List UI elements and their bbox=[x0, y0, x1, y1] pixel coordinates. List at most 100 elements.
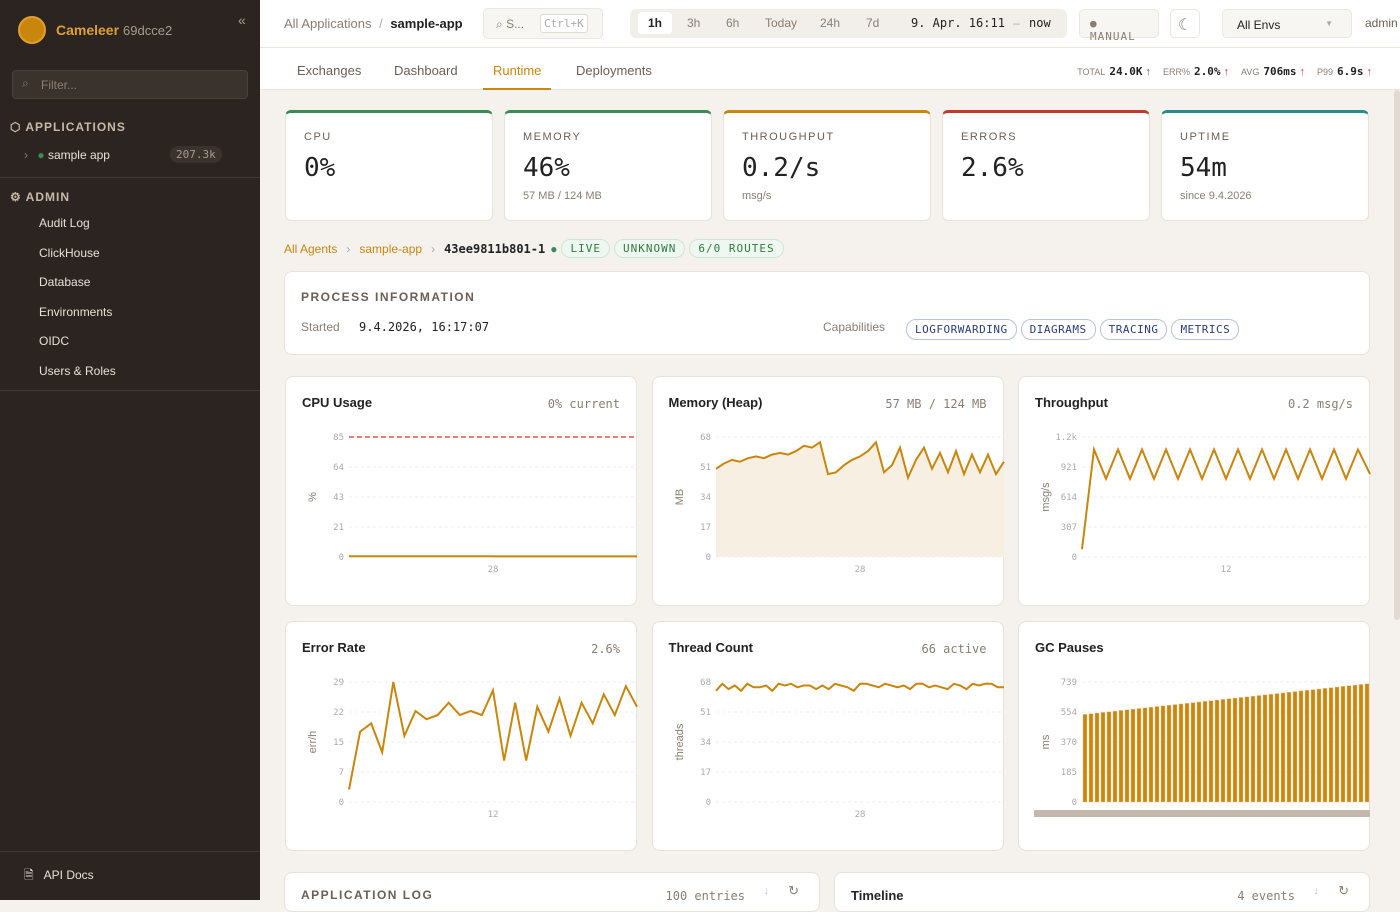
scroll-down-icon[interactable]: ↓ bbox=[1314, 885, 1320, 897]
arrow-up-icon: ↑ bbox=[1299, 66, 1305, 78]
gc-bar bbox=[1263, 695, 1267, 802]
arrow-up-icon: ↑ bbox=[1224, 66, 1230, 78]
gc-bar bbox=[1251, 696, 1255, 802]
filter-input[interactable]: Filter... bbox=[12, 70, 248, 99]
refresh-icon[interactable]: ↻ bbox=[1338, 883, 1349, 899]
gc-bar bbox=[1185, 703, 1189, 802]
admin-section[interactable]: ⚙ ADMIN bbox=[10, 190, 70, 204]
chart-summary: 57 MB / 124 MB bbox=[885, 397, 986, 411]
breadcrumb-all-applications[interactable]: All Applications bbox=[284, 16, 371, 31]
chart-summary: 0% current bbox=[548, 397, 620, 411]
capability-diagrams: DIAGRAMS bbox=[1021, 319, 1096, 340]
y-tick-label: 43 bbox=[333, 493, 344, 503]
environment-select[interactable]: All Envs ▼ bbox=[1222, 9, 1352, 38]
applications-section[interactable]: ⬡ APPLICATIONS bbox=[10, 120, 126, 134]
gc-bar bbox=[1323, 688, 1327, 802]
gc-bar bbox=[1095, 713, 1099, 802]
env-value: All Envs bbox=[1237, 18, 1280, 32]
scrollbar[interactable] bbox=[1394, 90, 1400, 620]
breadcrumb-app[interactable]: sample-app bbox=[359, 242, 422, 256]
gc-bar bbox=[1317, 689, 1321, 802]
scroll-down-icon[interactable]: ↓ bbox=[764, 885, 770, 897]
y-tick-label: 7 bbox=[339, 768, 344, 778]
sidebar-item-oidc[interactable]: OIDC bbox=[39, 334, 69, 348]
search-button[interactable]: ⌕ S... Ctrl+K bbox=[483, 8, 603, 39]
gc-bar bbox=[1239, 697, 1243, 802]
divider bbox=[0, 851, 260, 852]
admin-label: ADMIN bbox=[26, 190, 70, 204]
gc-bar bbox=[1155, 707, 1159, 802]
time-range-6h[interactable]: 6h bbox=[716, 12, 749, 34]
time-range-7d[interactable]: 7d bbox=[856, 12, 889, 34]
range-end[interactable]: now bbox=[1029, 16, 1051, 30]
gc-bar bbox=[1347, 686, 1351, 802]
y-tick-label: 22 bbox=[333, 708, 344, 718]
stat-value: 706ms bbox=[1263, 65, 1296, 78]
gc-bar bbox=[1245, 697, 1249, 802]
sidebar-item-database[interactable]: Database bbox=[39, 275, 90, 289]
breadcrumb: All Applications / sample-app bbox=[284, 16, 463, 31]
breadcrumb-all-agents[interactable]: All Agents bbox=[284, 242, 337, 256]
started-label: Started bbox=[301, 320, 340, 334]
app-name: sample app bbox=[48, 148, 110, 162]
y-tick-label: 0 bbox=[705, 553, 710, 563]
x-tick-label: 28 bbox=[854, 565, 865, 575]
gc-bar bbox=[1107, 712, 1111, 802]
tab-exchanges[interactable]: Exchanges bbox=[297, 63, 361, 78]
gc-bar bbox=[1299, 691, 1303, 802]
search-placeholder: S... bbox=[506, 17, 524, 31]
tab-runtime[interactable]: Runtime bbox=[493, 63, 541, 78]
time-range-3h[interactable]: 3h bbox=[677, 12, 710, 34]
manual-refresh-toggle[interactable]: ● MANUAL bbox=[1079, 9, 1159, 38]
collapse-sidebar-icon[interactable]: « bbox=[238, 12, 246, 28]
user-menu[interactable]: admin bbox=[1365, 16, 1398, 30]
gc-bar bbox=[1137, 708, 1141, 802]
kpi-label: UPTIME bbox=[1180, 131, 1231, 143]
api-docs-link[interactable]: 🗎API Docs bbox=[24, 866, 94, 887]
manual-label: MANUAL bbox=[1090, 30, 1136, 43]
time-range-today[interactable]: Today bbox=[755, 12, 807, 34]
gc-bar bbox=[1305, 690, 1309, 802]
sidebar-item-users-roles[interactable]: Users & Roles bbox=[39, 364, 116, 378]
series-line bbox=[349, 682, 637, 790]
gc-bar bbox=[1215, 700, 1219, 802]
kpi-label: THROUGHPUT bbox=[742, 131, 835, 143]
kpi-value: 0% bbox=[304, 153, 335, 183]
x-tick-label: 12 bbox=[1221, 565, 1232, 575]
y-axis-label: % bbox=[307, 492, 319, 502]
time-range-24h[interactable]: 24h bbox=[810, 12, 850, 34]
chart-gc-pauses: 7395543701850ms2026GC Pauses bbox=[1018, 621, 1370, 851]
capability-metrics: METRICS bbox=[1171, 319, 1239, 340]
tab-dashboard[interactable]: Dashboard bbox=[394, 63, 458, 78]
sidebar-app-sample-app[interactable]: › ● sample app 207.3k bbox=[24, 148, 234, 162]
chevron-down-icon: ▼ bbox=[1325, 19, 1333, 28]
range-start[interactable]: 9. Apr. 16:11 bbox=[911, 16, 1005, 30]
gc-bar bbox=[1269, 694, 1273, 802]
time-range-1h[interactable]: 1h bbox=[638, 12, 672, 34]
tab-deployments[interactable]: Deployments bbox=[576, 63, 652, 78]
theme-toggle-moon-icon[interactable]: ☾ bbox=[1170, 9, 1200, 38]
sidebar-item-audit-log[interactable]: Audit Log bbox=[39, 216, 90, 230]
refresh-icon[interactable]: ↻ bbox=[788, 883, 799, 899]
timeline-card: Timeline 4 events ↓ ↻ bbox=[834, 872, 1370, 912]
y-tick-label: 1.2k bbox=[1055, 433, 1077, 443]
gc-bar bbox=[1119, 710, 1123, 802]
gc-bar bbox=[1101, 712, 1105, 802]
sidebar-item-clickhouse[interactable]: ClickHouse bbox=[39, 246, 100, 260]
gc-bar bbox=[1275, 694, 1279, 802]
chart-title: GC Pauses bbox=[1035, 640, 1104, 655]
sidebar-item-environments[interactable]: Environments bbox=[39, 305, 112, 319]
y-tick-label: 307 bbox=[1061, 523, 1077, 533]
range-separator: – bbox=[1013, 16, 1020, 30]
divider bbox=[0, 177, 260, 178]
